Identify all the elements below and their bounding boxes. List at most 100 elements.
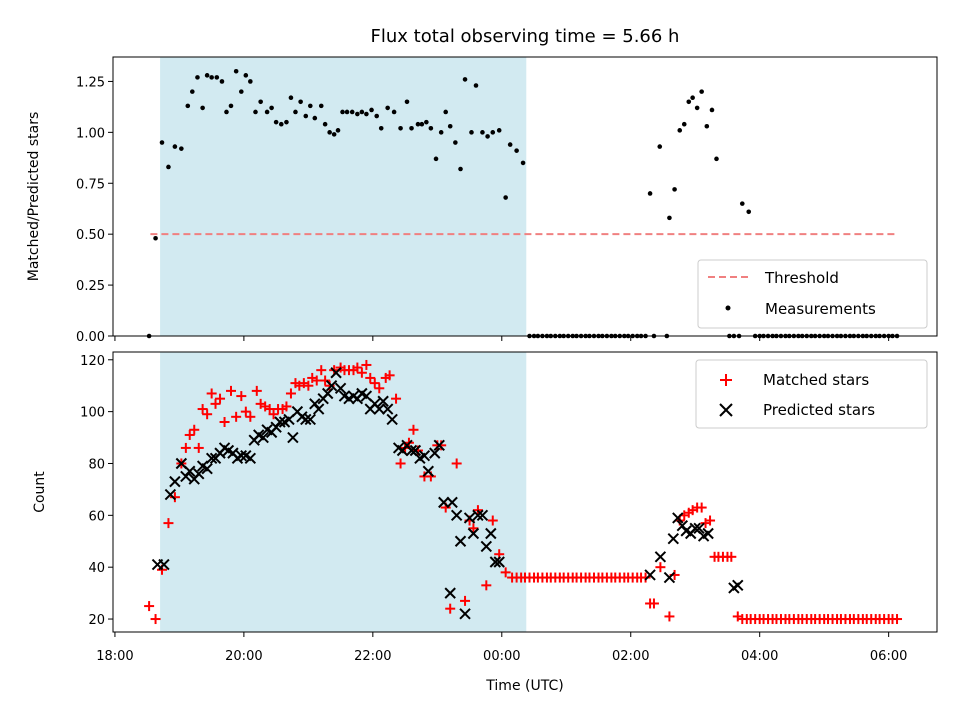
matched-star-point bbox=[184, 429, 195, 440]
matched-star-point bbox=[648, 598, 659, 609]
matched-star-point bbox=[231, 411, 242, 422]
measurement-point bbox=[243, 73, 249, 78]
top-y-tick-label: 0.75 bbox=[76, 177, 105, 192]
measurement-point bbox=[288, 95, 294, 101]
measurement-point bbox=[690, 95, 695, 101]
predicted-star-point bbox=[654, 551, 667, 563]
matched-star-point bbox=[180, 442, 191, 453]
measurement-point bbox=[419, 121, 425, 127]
measurement-point bbox=[307, 103, 313, 109]
matched-star-point bbox=[281, 401, 292, 412]
matched-star-point bbox=[163, 518, 174, 529]
measurement-point bbox=[458, 166, 463, 172]
top-axes-frame bbox=[112, 56, 938, 337]
bottom-x-tick-label: 18:00 bbox=[96, 649, 133, 664]
predicted-star-point bbox=[274, 416, 286, 428]
measurement-point bbox=[714, 156, 719, 162]
measurement-point bbox=[344, 109, 350, 115]
predicted-star-point bbox=[644, 569, 656, 581]
bottom-y-tick-label: 120 bbox=[80, 354, 105, 369]
predicted-star-point-b bbox=[450, 509, 463, 522]
measurement-point bbox=[677, 128, 683, 133]
predicted-star-point bbox=[373, 403, 385, 415]
matched-star-point bbox=[374, 383, 385, 394]
matched-star-point bbox=[236, 391, 247, 402]
predicted-star-point-b bbox=[175, 457, 188, 470]
measurement-point bbox=[433, 156, 439, 162]
predicted-star-point bbox=[312, 403, 325, 415]
predicted-star-point-b bbox=[667, 532, 680, 545]
predicted-star-point-b bbox=[300, 413, 312, 426]
predicted-star-point-b bbox=[196, 460, 209, 472]
matched-star-point bbox=[384, 370, 395, 381]
predicted-star-point bbox=[446, 496, 458, 509]
predicted-star-point-b bbox=[472, 509, 484, 522]
count-panel: 20 40 60 80 100 120 18:00 20:00 22:00 00:00 02:00… bbox=[32, 351, 938, 694]
predicted-star-point bbox=[493, 556, 505, 568]
predicted-star-point bbox=[476, 509, 489, 522]
predicted-star-point bbox=[450, 509, 463, 522]
predicted-star-point bbox=[334, 382, 347, 395]
predicted-star-point bbox=[300, 413, 312, 426]
measurement-point bbox=[219, 79, 225, 84]
matched-star-point bbox=[210, 398, 221, 409]
predicted-star-point-b bbox=[257, 431, 269, 444]
predicted-star-point bbox=[205, 452, 218, 465]
predicted-stars-points bbox=[151, 367, 744, 620]
bottom-y-tick-label: 80 bbox=[88, 457, 105, 472]
measurement-point bbox=[327, 130, 332, 135]
measurement-point bbox=[179, 146, 184, 151]
predicted-star-point-b bbox=[356, 387, 368, 400]
measurement-point bbox=[209, 75, 214, 80]
bottom-legend-box bbox=[695, 359, 928, 429]
measurement-point bbox=[166, 164, 171, 170]
matched-star-point bbox=[460, 595, 471, 606]
predicted-star-point-b bbox=[235, 449, 248, 462]
measurement-point bbox=[264, 109, 270, 115]
measurement-point bbox=[374, 113, 380, 119]
predicted-star-point-b bbox=[386, 413, 398, 426]
predicted-star-point-b bbox=[429, 447, 441, 459]
predicted-star-point bbox=[169, 475, 181, 488]
predicted-star-point bbox=[257, 431, 269, 444]
predicted-star-point-b bbox=[689, 522, 701, 535]
legend-predicted-swatch bbox=[719, 403, 733, 417]
measurement-point bbox=[469, 130, 474, 135]
predicted-star-point-b bbox=[463, 512, 476, 524]
measurement-point bbox=[672, 187, 677, 192]
predicted-star-point bbox=[164, 488, 177, 501]
measurement-point bbox=[303, 113, 309, 119]
predicted-star-point-b bbox=[654, 551, 667, 563]
predicted-star-point-b bbox=[485, 527, 497, 540]
predicted-star-point-b bbox=[325, 379, 338, 392]
predicted-star-point bbox=[454, 535, 467, 547]
measurement-point bbox=[284, 119, 289, 125]
predicted-star-point bbox=[377, 395, 389, 407]
measurement-point bbox=[233, 68, 239, 74]
predicted-star-point-b bbox=[446, 496, 458, 509]
measurement-point bbox=[340, 109, 345, 115]
predicted-star-point bbox=[158, 558, 170, 571]
predicted-star-point-b bbox=[169, 475, 181, 488]
measurement-point bbox=[657, 144, 663, 149]
matched-star-point bbox=[365, 372, 376, 383]
predicted-star-point-b bbox=[433, 439, 445, 452]
measurement-point bbox=[739, 201, 745, 206]
measurement-point bbox=[438, 130, 444, 135]
matched-star-point bbox=[206, 388, 217, 399]
matched-star-point bbox=[240, 406, 251, 417]
matched-star-point bbox=[705, 515, 716, 526]
top-legend-box bbox=[697, 259, 928, 329]
legend-predicted-label: Predicted stars bbox=[763, 401, 875, 419]
measurement-point bbox=[278, 121, 284, 127]
matched-star-point bbox=[311, 375, 322, 386]
predicted-star-point bbox=[330, 367, 342, 379]
predicted-star-point-b bbox=[287, 431, 299, 444]
measurement-point bbox=[443, 109, 448, 115]
measurement-point bbox=[298, 99, 303, 105]
predicted-star-point bbox=[287, 431, 299, 444]
bottom-x-tick-label: 00:00 bbox=[483, 649, 520, 664]
matched-star-point bbox=[245, 411, 256, 422]
predicted-star-point bbox=[459, 608, 471, 620]
bottom-legend: Matched stars Predicted stars bbox=[695, 359, 928, 429]
